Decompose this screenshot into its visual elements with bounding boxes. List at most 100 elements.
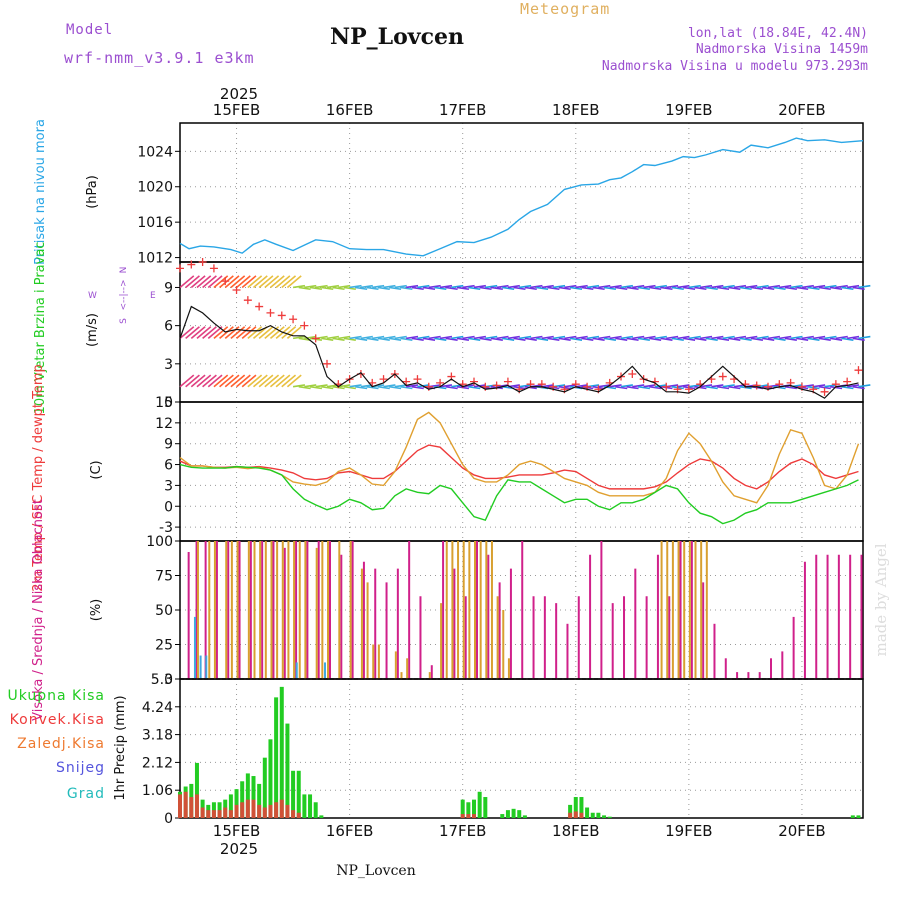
y-tick-label-4: 9 bbox=[164, 437, 173, 453]
wind-arrow-0-31 bbox=[355, 286, 368, 291]
top-day-label-3: 18FEB bbox=[552, 101, 599, 119]
wind-arrow-2-107 bbox=[784, 385, 797, 390]
wind-arrow-2-28 bbox=[338, 384, 351, 388]
gust-marker-26 bbox=[470, 377, 479, 386]
temp-ylabel: (C) bbox=[89, 460, 104, 479]
wind-key-east: E bbox=[150, 291, 156, 301]
precip-total-bar-42 bbox=[602, 815, 607, 818]
gust-marker-57 bbox=[820, 387, 829, 396]
wind-arrow-2-60 bbox=[519, 384, 532, 388]
y-tick-label-3: 1024 bbox=[137, 144, 173, 160]
precip-total-bar-3 bbox=[194, 762, 199, 818]
gust-marker-59 bbox=[843, 377, 852, 386]
wind-arrow-1-32 bbox=[360, 335, 373, 340]
wind-arrow-0-105 bbox=[773, 286, 786, 291]
precip-total-bar-17 bbox=[274, 697, 279, 818]
wind-arrow-2-112 bbox=[813, 384, 826, 388]
wind-arrow-0-107 bbox=[784, 286, 797, 291]
wind-arrow-1-101 bbox=[750, 337, 764, 341]
wind-arrow-2-21 bbox=[298, 385, 311, 390]
wind-arrow-0-34 bbox=[372, 284, 385, 289]
precip-conv-bar-21 bbox=[296, 812, 301, 818]
wind-arrow-1-36 bbox=[383, 335, 396, 340]
wind-arrow-2-114 bbox=[824, 384, 837, 388]
wind-arrow-0-92 bbox=[700, 284, 713, 289]
y-tick-label-1: 25 bbox=[155, 638, 173, 654]
wind-arrow-2-18 bbox=[281, 374, 297, 388]
precip-conv-bar-22 bbox=[460, 814, 465, 818]
precip-total-bar-45 bbox=[856, 815, 861, 818]
wind-arrow-1-105 bbox=[773, 337, 786, 341]
wind-arrow-1-52 bbox=[473, 335, 486, 340]
precip-total-bar-31 bbox=[500, 814, 505, 818]
precip-total-bar-9 bbox=[228, 794, 233, 818]
wind-arrow-0-71 bbox=[581, 286, 594, 291]
wind-arrow-2-9 bbox=[230, 374, 246, 388]
wind-arrow-0-56 bbox=[496, 284, 509, 289]
wind-arrow-1-8 bbox=[224, 326, 240, 339]
wind-arrow-2-94 bbox=[711, 384, 724, 388]
wind-arrow-1-93 bbox=[705, 337, 718, 341]
precip-conv-bar-27 bbox=[579, 812, 584, 818]
wind-arrow-2-93 bbox=[705, 385, 718, 390]
wind-arrow-1-118 bbox=[847, 335, 860, 340]
wind-arrow-1-70 bbox=[575, 335, 588, 340]
wind-arrow-1-12 bbox=[247, 326, 263, 339]
wind-arrow-1-94 bbox=[711, 335, 724, 340]
y-tick-label-0: -3 bbox=[159, 520, 173, 536]
panel-frame bbox=[179, 122, 864, 263]
cloud-title: Visoka / Srednja / Niska Oblacnost bbox=[31, 499, 46, 721]
precip-conv-bar-25 bbox=[568, 812, 573, 818]
wind-arrow-0-115 bbox=[830, 286, 843, 291]
precip-total-bar-14 bbox=[257, 783, 262, 818]
precip-ylabel: 1hr Precip (mm) bbox=[113, 695, 128, 800]
wind-arrow-2-81 bbox=[637, 385, 650, 390]
wind-panel: 0 3 6 9 bbox=[164, 258, 871, 411]
wind-arrow-0-28 bbox=[338, 284, 351, 289]
precip-conv-bar-14 bbox=[257, 804, 262, 818]
wind-arrow-1-56 bbox=[496, 335, 509, 340]
wind-arrow-0-86 bbox=[666, 284, 679, 289]
wind-arrow-1-74 bbox=[598, 335, 611, 340]
y-tick-label-5: 12 bbox=[155, 416, 173, 432]
model-altitude-label: Nadmorska Visina u modelu 973.293m bbox=[602, 59, 868, 74]
wind-arrow-2-46 bbox=[439, 384, 453, 388]
wind-arrow-0-79 bbox=[626, 286, 639, 291]
wind-arrow-1-115 bbox=[830, 337, 843, 341]
gust-marker-6 bbox=[243, 296, 252, 305]
wind-arrow-0-54 bbox=[485, 284, 498, 289]
wind-arrow-2-12 bbox=[247, 374, 263, 388]
precip-conv-bar-7 bbox=[217, 810, 222, 818]
wind-arrow-1-38 bbox=[394, 335, 407, 340]
wind-arrow-1-27 bbox=[332, 337, 345, 341]
wind-arrow-0-0 bbox=[179, 275, 195, 289]
y-tick-label-4: 4.24 bbox=[142, 700, 173, 716]
wind-arrow-1-80 bbox=[632, 335, 645, 340]
legend-ukupna: Ukupna Kisa bbox=[7, 688, 105, 704]
wind-arrow-0-42 bbox=[417, 284, 430, 289]
temperature-panel: -3 0 3 6 9 12 15 bbox=[155, 395, 864, 542]
gust-marker-23 bbox=[436, 378, 445, 387]
wind-arrow-0-17 bbox=[275, 275, 291, 289]
wind-arrow-1-69 bbox=[570, 337, 583, 341]
gust-marker-48 bbox=[718, 372, 727, 381]
wind-arrow-0-81 bbox=[637, 286, 650, 291]
y-tick-label-2: 50 bbox=[155, 603, 173, 619]
wind-arrow-2-6 bbox=[213, 374, 229, 388]
wind-arrow-0-87 bbox=[671, 286, 684, 291]
wind-arrow-2-13 bbox=[252, 374, 268, 388]
wind-arrow-1-37 bbox=[389, 337, 402, 341]
wind-arrow-0-43 bbox=[423, 286, 436, 291]
precip-conv-bar-4 bbox=[200, 807, 205, 818]
wind-arrow-1-1 bbox=[185, 326, 200, 339]
wind-arrow-2-120 bbox=[858, 384, 871, 388]
temp-2m-line bbox=[179, 444, 859, 490]
wind-arrow-2-74 bbox=[598, 384, 611, 388]
precip-total-bar-13 bbox=[251, 776, 256, 818]
precip-total-bar-12 bbox=[245, 773, 250, 818]
wind-arrow-0-1 bbox=[185, 275, 200, 289]
wind-arrow-2-1 bbox=[185, 374, 200, 388]
wind-arrow-1-62 bbox=[530, 335, 543, 340]
wind-arrow-0-106 bbox=[779, 284, 792, 289]
precip-total-bar-33 bbox=[511, 808, 516, 818]
